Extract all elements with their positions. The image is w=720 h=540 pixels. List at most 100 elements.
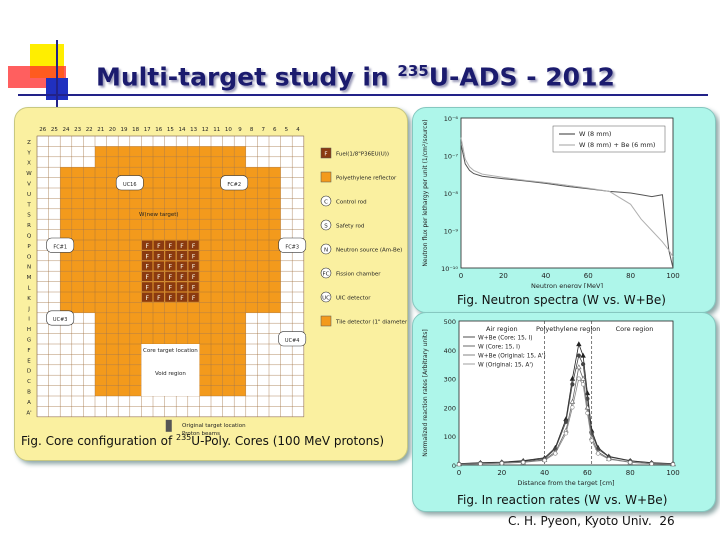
reflector-cell xyxy=(60,167,72,178)
reflector-cell xyxy=(95,281,107,292)
reflector-cell xyxy=(245,240,258,251)
column-label: 19 xyxy=(121,127,128,133)
rates-point xyxy=(478,461,483,466)
reflector-cell xyxy=(129,219,142,230)
reflector-cell xyxy=(234,250,246,261)
reflector-cell xyxy=(164,302,177,313)
fuel-cell xyxy=(165,282,176,292)
reflector-cell xyxy=(222,260,235,272)
reflector-cell xyxy=(257,260,269,272)
column-label: 7 xyxy=(261,127,265,133)
row-label: I xyxy=(28,317,30,323)
rates-point xyxy=(576,364,582,370)
reflector-cell xyxy=(141,146,153,157)
rates-point xyxy=(628,460,633,465)
reflector-cell xyxy=(153,302,165,313)
reflector-cell xyxy=(222,354,235,365)
reflector-cell xyxy=(106,281,119,292)
reflector-cell xyxy=(176,302,188,313)
reflector-cell xyxy=(118,375,130,386)
reflector-cell xyxy=(234,302,246,313)
rates-point xyxy=(499,461,504,466)
reflector-cell xyxy=(83,219,95,230)
row-label: B xyxy=(27,390,31,396)
reflector-cell xyxy=(118,167,130,178)
reflector-cell xyxy=(257,281,269,292)
rates-point xyxy=(576,353,581,358)
reflector-cell xyxy=(269,260,281,272)
reflector-cell xyxy=(176,229,188,240)
legend-symbol: F xyxy=(324,152,327,158)
reflector-cell xyxy=(234,260,246,272)
fuel-cell-label: F xyxy=(145,243,149,250)
reflector-cell xyxy=(211,219,223,230)
reflector-cell xyxy=(222,375,235,386)
reflector-cell xyxy=(234,292,246,303)
neutron-spectra-chart: 0 20 40 60 80 100 10⁻¹⁰ 10⁻⁹ 10⁻⁸ 10⁻⁷ 10⁻⁶ Neutron… xyxy=(422,115,680,288)
reflector-cell xyxy=(269,281,281,292)
reflector-cell xyxy=(269,188,281,199)
legend-label: Fuel(1/8"P36EU(U)) xyxy=(336,152,389,158)
chamber-label: UC#4 xyxy=(285,338,300,344)
fuel-cell-label: F xyxy=(180,243,184,250)
fuel-cell xyxy=(153,240,164,250)
reflector-cell xyxy=(106,198,119,209)
reflector-cell xyxy=(118,219,130,230)
fuel-cell-label: F xyxy=(192,285,196,292)
fuel-cell xyxy=(153,271,164,281)
reflector-cell xyxy=(95,240,107,251)
reflector-cell xyxy=(83,281,95,292)
reflector-cell xyxy=(118,354,130,365)
row-label: E xyxy=(27,358,31,364)
reflector-cell xyxy=(176,323,188,334)
row-label: Z xyxy=(27,140,31,146)
rates-point xyxy=(570,405,575,410)
reflector-cell xyxy=(60,198,72,209)
reflector-cell xyxy=(60,208,72,220)
fuel-cell-label: F xyxy=(192,295,196,302)
row-label: L xyxy=(27,286,31,292)
legend-label: Tile detector (1" diameter) xyxy=(335,320,407,326)
rates-point xyxy=(581,362,586,367)
legend-symbol: FC xyxy=(322,272,329,278)
reflector-cell xyxy=(199,240,211,251)
reflector-cell xyxy=(153,208,165,220)
fuel-cell-label: F xyxy=(157,264,161,271)
reflector-cell xyxy=(199,323,211,334)
reflector-cell xyxy=(187,188,200,199)
reflector-cell xyxy=(129,271,142,282)
legend-symbol: S xyxy=(324,224,328,230)
reflector-cell xyxy=(95,188,107,199)
fuel-cell xyxy=(165,240,176,250)
fuel-cell xyxy=(153,282,164,292)
reflector-cell xyxy=(257,302,269,313)
reflector-cell xyxy=(234,364,246,376)
fuel-cell-label: F xyxy=(157,253,161,260)
reflector-cell xyxy=(118,385,130,396)
reflector-cell xyxy=(106,219,119,230)
rates-point xyxy=(589,438,594,443)
reflector-cell xyxy=(129,188,142,199)
column-label: 13 xyxy=(190,127,197,133)
column-label: 22 xyxy=(86,127,93,133)
fuel-cell xyxy=(142,261,153,271)
rates-y-tick: 300 xyxy=(444,376,456,384)
reflector-cell xyxy=(118,156,130,168)
region-label: Air region xyxy=(486,325,518,333)
spectra-y-tick: 10⁻⁷ xyxy=(444,153,459,161)
reflector-cell xyxy=(60,302,72,313)
spectra-y-tick: 10⁻¹⁰ xyxy=(441,265,458,273)
reflector-cell xyxy=(118,260,130,272)
core-figure-caption: Fig. Core configuration of 235U-Poly. Co… xyxy=(21,433,385,448)
reflector-cell xyxy=(234,240,246,251)
w-target-label: W(new target) xyxy=(139,212,179,218)
row-label: G xyxy=(27,338,31,344)
fuel-cell xyxy=(176,240,188,250)
reflector-cell xyxy=(153,333,165,344)
fuel-cell xyxy=(188,282,199,292)
reflector-cell xyxy=(234,167,246,178)
reflector-cell xyxy=(199,167,211,178)
reflector-cell xyxy=(234,156,246,168)
reflector-cell xyxy=(83,260,95,272)
reflector-cell xyxy=(129,208,142,220)
